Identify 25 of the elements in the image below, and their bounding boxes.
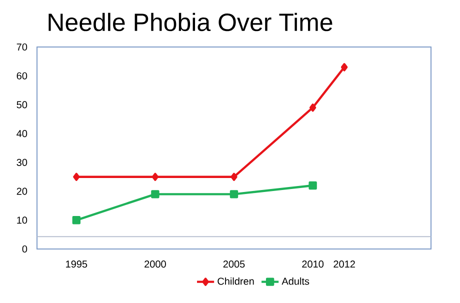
y-tick-label: 10 [17,216,28,224]
y-tick-label: 70 [16,43,28,51]
y-tick-label: 0 [22,245,28,253]
point [230,172,238,181]
point [309,104,316,112]
x-tick-label: 2012 [334,260,355,268]
legend-label: Adults [282,277,310,285]
x-tick-label: 1995 [66,260,88,268]
point [72,216,81,224]
y-tick-label: 40 [16,130,28,138]
y-tick-label: 50 [16,101,28,108]
x-tick-label: 2000 [144,260,166,268]
point [308,181,317,190]
x-tick-label: 2005 [223,260,245,268]
y-tick-label: 30 [16,158,28,166]
point [230,190,238,198]
point [151,190,160,198]
chart-title: Needle Phobia Over Time [48,12,332,32]
legend-label: Children [218,277,254,285]
point [152,172,159,181]
y-tick-label: 60 [16,72,28,80]
point [73,172,80,181]
point [340,63,348,72]
x-tick-label: 2010 [302,260,324,268]
y-tick-label: 20 [16,188,28,195]
